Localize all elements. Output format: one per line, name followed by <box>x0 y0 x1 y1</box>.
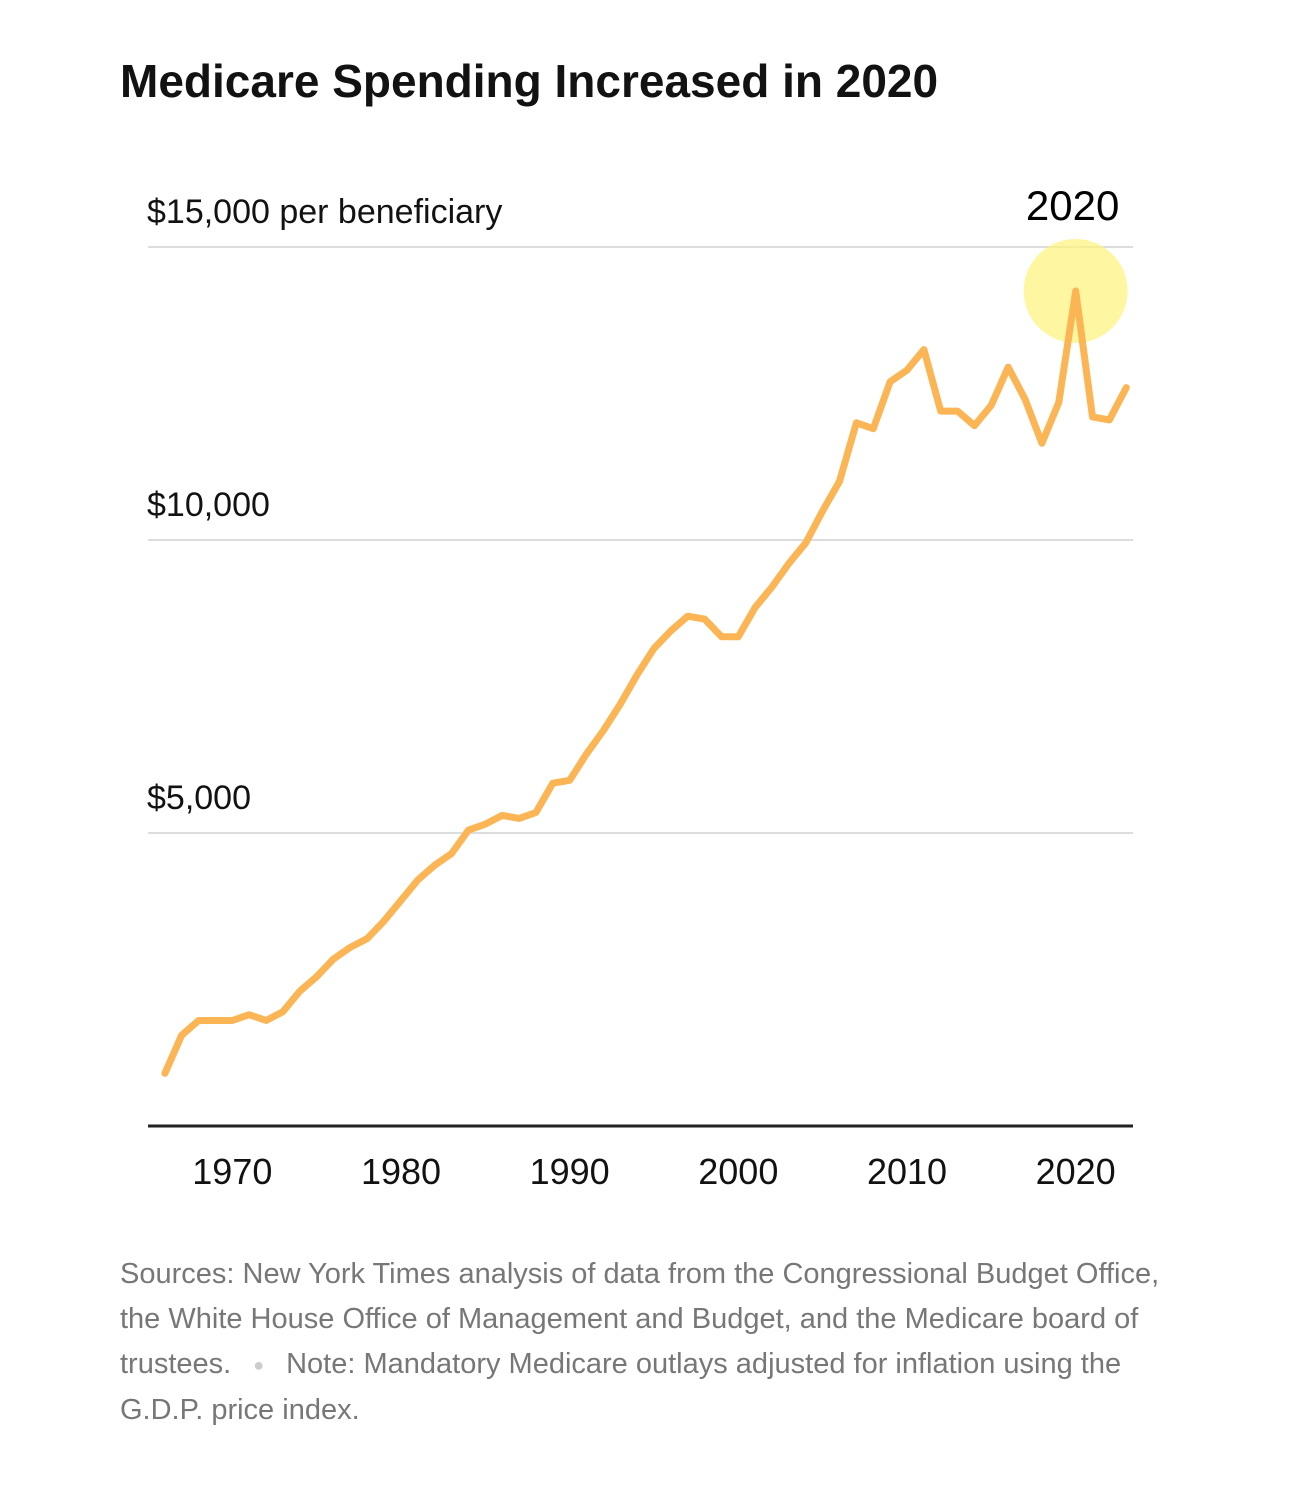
annotation-label: 2020 <box>1026 182 1119 229</box>
y-tick-label: $5,000 <box>147 779 251 817</box>
source: Sources: New York Times analysis of data… <box>120 1258 1160 1380</box>
note: Note: Mandatory Medicare outlays adjuste… <box>120 1348 1122 1426</box>
x-tick-label: 2010 <box>867 1151 947 1192</box>
x-tick-label: 1970 <box>192 1151 272 1192</box>
x-tick-label: 2000 <box>698 1151 778 1192</box>
x-tick-label: 2020 <box>1036 1151 1116 1192</box>
x-tick-label: 1980 <box>361 1151 441 1192</box>
x-tick-label: 1990 <box>530 1151 610 1192</box>
y-tick-label: $10,000 <box>147 486 270 524</box>
data-line <box>161 287 1130 1077</box>
chart-title: Medicare Spending Increased in 2020 <box>120 55 938 107</box>
chart: Medicare Spending Increased in 2020 $5,0… <box>120 55 1133 1192</box>
separator: ● <box>253 1354 265 1375</box>
footnote: Sources: New York Times analysis of data… <box>120 1252 1160 1433</box>
y-tick-label: $15,000 per beneficiary <box>147 193 502 231</box>
